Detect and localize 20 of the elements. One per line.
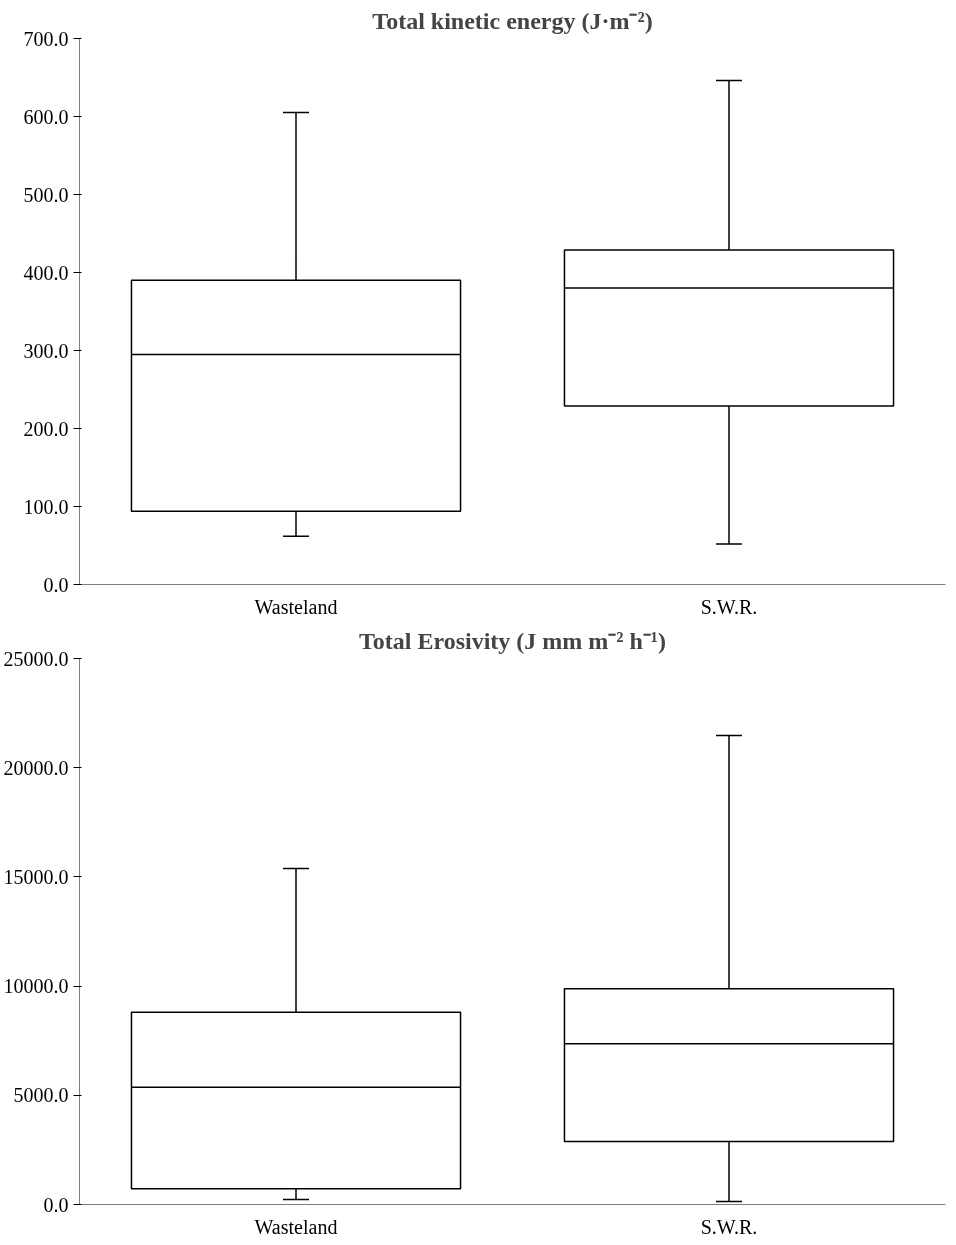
y-tick-label: 0.0 (43, 1193, 69, 1216)
x-tick-label: S.W.R. (700, 595, 758, 618)
chart-title: Total Erosivity (J mm m⁻² h⁻¹) (358, 627, 667, 654)
y-tick-label: 0.0 (43, 573, 69, 596)
x-tick-label: S.W.R. (700, 1215, 758, 1238)
y-tick-label: 700.0 (23, 27, 69, 50)
y-tick-label: 100.0 (23, 495, 69, 518)
x-tick-label: Wasteland (254, 595, 338, 618)
y-tick-label: 400.0 (23, 261, 69, 284)
y-tick-label: 5000.0 (13, 1084, 69, 1107)
y-tick-label: 20000.0 (3, 756, 69, 779)
y-tick-label: 200.0 (23, 417, 69, 440)
y-tick-label: 10000.0 (3, 975, 69, 998)
y-tick-label: 25000.0 (3, 647, 69, 670)
chart-title: Total kinetic energy (J·m⁻²) (372, 7, 653, 34)
x-tick-label: Wasteland (254, 1215, 338, 1238)
y-tick-label: 600.0 (23, 105, 69, 128)
y-tick-label: 500.0 (23, 183, 69, 206)
y-tick-label: 15000.0 (3, 865, 69, 888)
y-tick-label: 300.0 (23, 339, 69, 362)
